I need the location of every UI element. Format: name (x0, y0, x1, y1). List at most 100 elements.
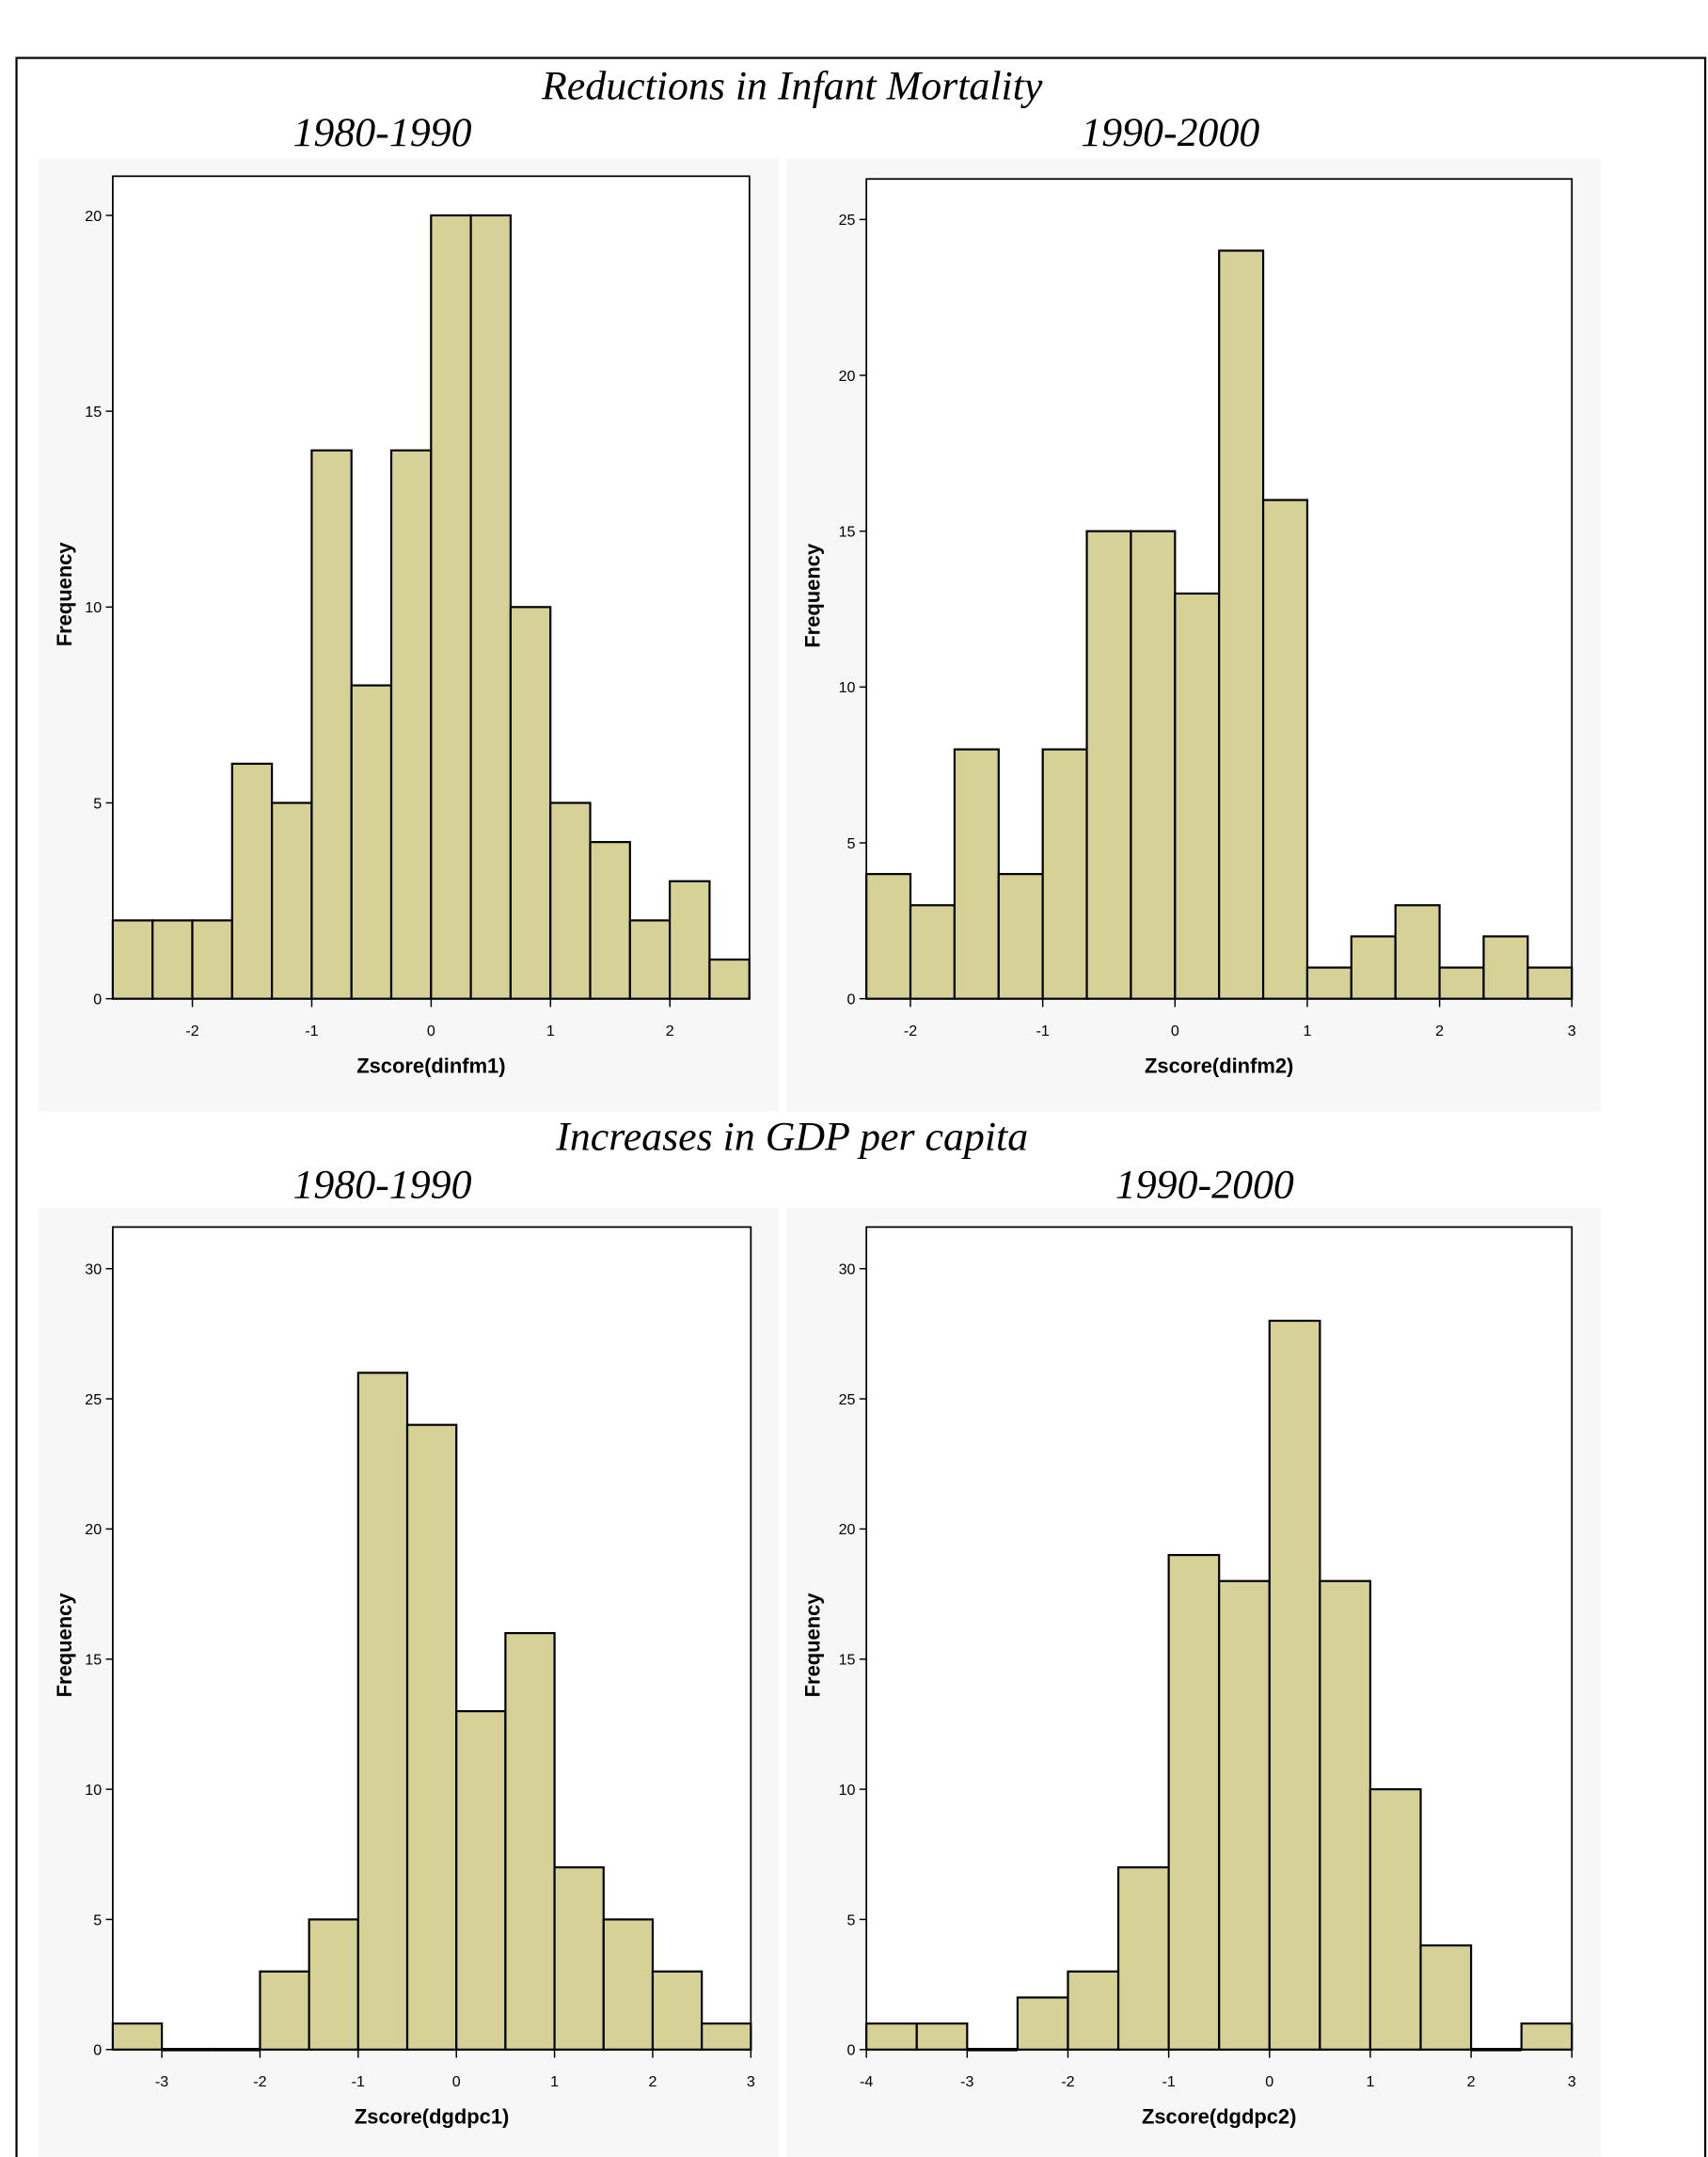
x-tick-label: -1 (1036, 1023, 1049, 1039)
histogram-bar (708, 958, 751, 1000)
x-tick-label: 1 (550, 2073, 559, 2090)
x-tick-label: 2 (648, 2073, 656, 2090)
x-tick-label: 1 (1366, 2073, 1374, 2090)
histogram-bar (602, 1918, 655, 2051)
histogram-bar (1130, 530, 1177, 1000)
histogram-bar (430, 214, 472, 1000)
x-tick-label: 2 (1467, 2073, 1476, 2090)
x-tick-label: -2 (904, 1023, 917, 1039)
histogram-bar (1368, 1787, 1422, 2051)
x-tick-label: 1 (546, 1023, 555, 1039)
y-tick-label: 25 (839, 212, 856, 229)
histogram-bar (953, 748, 1000, 1000)
x-axis-label: Zscore(dinfm1) (356, 1055, 505, 1078)
histogram-bar (191, 919, 233, 1000)
y-axis-label: Frequency (53, 542, 76, 647)
y-tick-label: 5 (847, 1911, 856, 1928)
histogram-chart: 0 5 10 15 20 25 30 -3 -2 -1 0 1 2 3 Zscore(dgdpc1) Freq… (53, 1226, 755, 2129)
histogram-bar (259, 1970, 310, 2051)
x-tick-label: 2 (666, 1023, 674, 1039)
histogram-bar (405, 1423, 458, 2051)
histogram-bar (701, 2022, 752, 2051)
histogram-bar (1218, 249, 1265, 1000)
x-axis-label: Zscore(dgdpc1) (355, 2105, 509, 2129)
histogram-bar (1520, 2022, 1574, 2051)
y-tick-label: 15 (839, 1652, 856, 1669)
x-tick-label: 3 (1568, 2073, 1576, 2090)
histogram-bar (651, 1970, 704, 2051)
x-tick-label: 3 (747, 2073, 755, 2090)
y-tick-label: 25 (839, 1391, 856, 1408)
histogram-chart: 0 5 10 15 20 25 30 -4 -3 -2 -1 0 1 2 3 Zscore(dgdpc2) Fr… (800, 1226, 1576, 2129)
y-tick-label: 30 (85, 1261, 102, 1278)
y-tick-label: 20 (839, 1521, 856, 1538)
x-tick-label: -1 (1162, 2073, 1175, 2090)
x-tick-label: 3 (1568, 1023, 1576, 1039)
histogram-bar (589, 841, 631, 1000)
y-tick-label: 20 (85, 1521, 102, 1538)
histogram-bar (1016, 1996, 1069, 2051)
y-tick-label: 15 (839, 524, 856, 541)
y-tick-label: 10 (85, 1782, 102, 1799)
histogram-bar (1067, 1970, 1120, 2051)
histogram-bar (909, 904, 957, 1000)
x-tick-label: 1 (1303, 1023, 1311, 1039)
x-tick-label: -4 (860, 2073, 873, 2090)
y-tick-label: 25 (85, 1391, 102, 1408)
histogram-bar (669, 880, 711, 1000)
x-tick-label: 2 (1435, 1023, 1444, 1039)
histogram-chart: 0 5 10 15 20 25 -2 -1 0 1 2 3 Zscore(dinfm2) Frequenc… (800, 178, 1576, 1078)
y-tick-label: 30 (839, 1261, 856, 1278)
histogram-bar (389, 449, 433, 1000)
histogram-bar (1174, 592, 1221, 1000)
x-tick-label: -3 (960, 2073, 973, 2090)
histogram-bar (1438, 966, 1485, 1000)
histogram-bar (1305, 966, 1352, 1000)
y-axis-label: Frequency (53, 1593, 76, 1698)
x-tick-label: 0 (1171, 1023, 1179, 1039)
y-axis-label: Frequency (800, 543, 824, 648)
histogram-bar (1419, 1944, 1473, 2051)
y-tick-label: 5 (847, 835, 856, 852)
histogram-chart: 0 5 10 15 20 -2 -1 0 1 2 Zscore(dinfm1) Frequency (53, 175, 751, 1078)
x-tick-label: -2 (1061, 2073, 1074, 2090)
y-tick-label: 10 (839, 679, 856, 696)
histogram-bar (151, 919, 194, 1000)
histogram-bar (1116, 1865, 1170, 2051)
histogram-bar (997, 873, 1044, 1000)
x-axis-label: Zscore(dinfm2) (1145, 1055, 1293, 1078)
histogram-bar (1261, 499, 1309, 1000)
y-tick-label: 0 (847, 991, 856, 1008)
period-title: 1990-2000 (1081, 110, 1259, 155)
x-tick-label: 0 (1265, 2073, 1273, 2090)
section-title: Increases in GDP per capita (555, 1115, 1028, 1160)
histogram-bar (865, 873, 912, 1000)
histogram-bar (230, 762, 274, 1000)
histogram-bar (455, 1709, 507, 2051)
y-axis-label: Frequency (800, 1593, 824, 1698)
histogram-bar (1167, 1553, 1221, 2051)
histogram-bar (111, 2022, 164, 2051)
histogram-bar (865, 2022, 918, 2051)
period-title: 1980-1990 (293, 110, 471, 155)
histogram-bar (549, 801, 592, 1000)
x-tick-label: -1 (305, 1023, 318, 1039)
histogram-bar (111, 919, 154, 1000)
histogram-bar (350, 684, 393, 1000)
histogram-bar (915, 2022, 969, 2051)
histogram-bar (1319, 1579, 1372, 2051)
histogram-bar (356, 1372, 409, 2051)
histogram-bar (1085, 530, 1132, 1000)
x-tick-label: -2 (185, 1023, 198, 1039)
histogram-bar (1482, 935, 1529, 1000)
y-tick-label: 0 (847, 2042, 856, 2059)
histogram-bar (1526, 966, 1574, 1000)
period-title: 1990-2000 (1115, 1163, 1294, 1208)
histogram-bar (504, 1631, 556, 2051)
y-tick-label: 10 (85, 599, 102, 616)
histogram-bar (310, 449, 353, 1000)
y-tick-label: 5 (93, 1911, 102, 1928)
histogram-bar (308, 1918, 359, 2051)
histogram-bar (469, 214, 513, 1000)
